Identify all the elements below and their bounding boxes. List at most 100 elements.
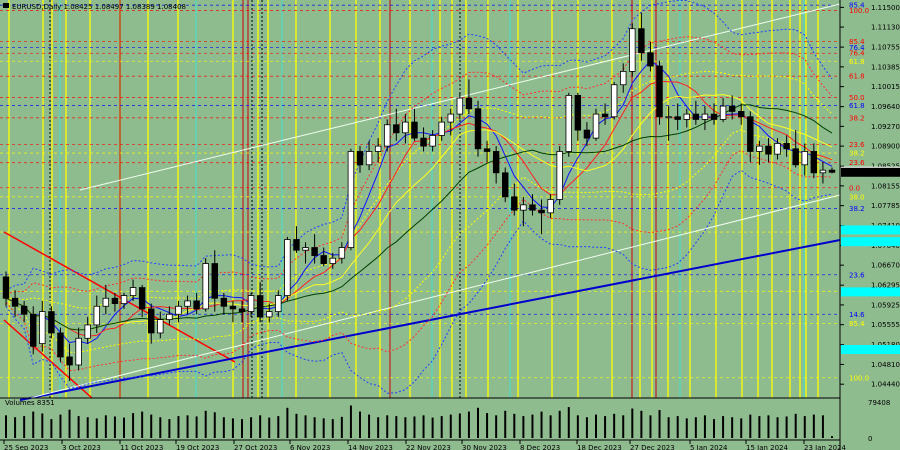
- fib-label: 14.6: [849, 311, 865, 319]
- red-downtrend-line: [3, 231, 236, 363]
- vertical-markers: [8, 0, 819, 398]
- bearish-candle: [483, 148, 491, 152]
- bullish-candle: [756, 145, 763, 152]
- date-tick-label: 14 Nov 2023: [348, 444, 393, 450]
- price-tick-label: 1.04440: [871, 381, 900, 389]
- bearish-candle: [765, 145, 772, 155]
- price-box: [841, 287, 900, 297]
- price-tick-label: 1.06670: [871, 262, 900, 270]
- volume-bars: [5, 405, 833, 438]
- bearish-candle: [111, 297, 119, 304]
- bearish-candle: [738, 111, 745, 118]
- fibonacci-labels: 85.4100.085.476.476.461.861.850.061.838.…: [849, 2, 869, 383]
- bearish-candle: [692, 113, 700, 120]
- price-box: [841, 344, 900, 354]
- ma-long-line: [5, 104, 833, 331]
- bearish-candle: [601, 113, 609, 118]
- bullish-candle: [275, 295, 282, 312]
- bearish-candle: [256, 295, 264, 318]
- price-tick-label: 1.08525: [871, 163, 900, 171]
- fib-label: 100.0: [849, 374, 869, 382]
- price-box: [841, 237, 900, 247]
- bullish-candle: [347, 151, 355, 248]
- bullish-candle: [166, 313, 173, 321]
- bullish-candle: [610, 84, 618, 118]
- bearish-candle: [356, 151, 364, 166]
- bearish-candle: [311, 247, 318, 256]
- bullish-candle: [556, 151, 563, 200]
- bullish-candle: [565, 95, 572, 152]
- bearish-candle: [193, 300, 200, 310]
- fib-label: 76.4: [849, 44, 865, 52]
- inner-band-lower: [5, 149, 833, 372]
- bullish-candle: [129, 287, 137, 296]
- date-tick-label: 15 Jan 2024: [746, 444, 789, 450]
- price-tick-label: 1.05555: [871, 321, 900, 329]
- date-tick-label: 22 Nov 2023: [406, 444, 451, 450]
- price-boxes: 1.08408: [841, 166, 900, 354]
- price-tick-label: 1.10385: [871, 63, 900, 71]
- outer-band-upper: [5, 0, 833, 291]
- inner-band-upper: [5, 36, 833, 295]
- bullish-candle: [175, 305, 182, 315]
- date-axis: 25 Sep 2023 3 Oct 2023 11 Oct 2023 19 Oct 2…: [3, 440, 847, 450]
- ma-slow-line: [5, 94, 833, 331]
- bullish-candle: [665, 116, 672, 119]
- price-tick-label: 1.04810: [871, 361, 900, 369]
- bullish-candle: [202, 263, 209, 310]
- bearish-candle: [30, 313, 37, 347]
- bullish-candle: [429, 135, 436, 147]
- bearish-candle: [293, 239, 300, 251]
- bullish-candle: [247, 295, 255, 312]
- bullish-candle: [302, 247, 309, 251]
- bullish-candle: [338, 247, 346, 259]
- bearish-candle: [48, 311, 55, 334]
- price-tick-label: 1.09270: [871, 123, 900, 131]
- date-tick-label: 25 Sep 2023: [4, 444, 48, 450]
- bearish-candle: [148, 308, 155, 334]
- date-tick-label: 3 Oct 2023: [62, 444, 101, 450]
- date-tick-label: 5 Jan 2024: [690, 444, 728, 450]
- date-tick-label: 8 Dec 2023: [520, 444, 560, 450]
- bearish-candle: [656, 65, 663, 118]
- bearish-candle: [66, 356, 73, 366]
- fib-label: 23.6: [849, 271, 865, 279]
- price-tick-label: 1.05925: [871, 301, 900, 309]
- bullish-candle: [683, 113, 690, 120]
- blue-support-line: [19, 239, 841, 401]
- fib-label: 38.2: [849, 205, 865, 213]
- bearish-candle: [211, 263, 218, 299]
- candlesticks: [2, 12, 836, 381]
- date-tick-label: 6 Nov 2023: [290, 444, 330, 450]
- ohlc-marker-icon: [3, 3, 9, 8]
- fib-label: 23.6: [849, 141, 865, 149]
- bearish-candle: [674, 116, 681, 120]
- date-tick-label: 11 Oct 2023: [120, 444, 163, 450]
- bullish-candle: [774, 143, 781, 155]
- fib-label: 50.0: [849, 94, 865, 102]
- price-tick-label: 1.11500: [871, 4, 900, 12]
- bullish-candle: [120, 295, 128, 304]
- date-tick-label: 27 Dec 2023: [630, 444, 675, 450]
- bearish-candle: [511, 196, 518, 211]
- bullish-candle: [329, 257, 336, 264]
- bearish-candle: [11, 297, 19, 307]
- fib-label: 38.2: [849, 150, 865, 158]
- bullish-candle: [456, 97, 464, 115]
- price-tick-label: 1.08900: [871, 143, 900, 151]
- bullish-candle: [365, 151, 373, 166]
- bearish-candle: [420, 137, 427, 147]
- bearish-candle: [529, 204, 536, 211]
- bearish-candle: [2, 276, 10, 299]
- bullish-candle: [184, 300, 191, 307]
- bearish-candle: [828, 169, 836, 173]
- bullish-candle: [620, 70, 627, 86]
- bearish-candle: [229, 305, 237, 310]
- price-box: [841, 225, 900, 235]
- fib-label: 61.8: [849, 102, 865, 110]
- date-tick-label: 30 Nov 2023: [462, 444, 507, 450]
- volume-min-label: 0: [868, 435, 872, 443]
- ohlc-text: EURUSD,Daily 1.08425 1.08497 1.08389 1.0…: [12, 3, 186, 11]
